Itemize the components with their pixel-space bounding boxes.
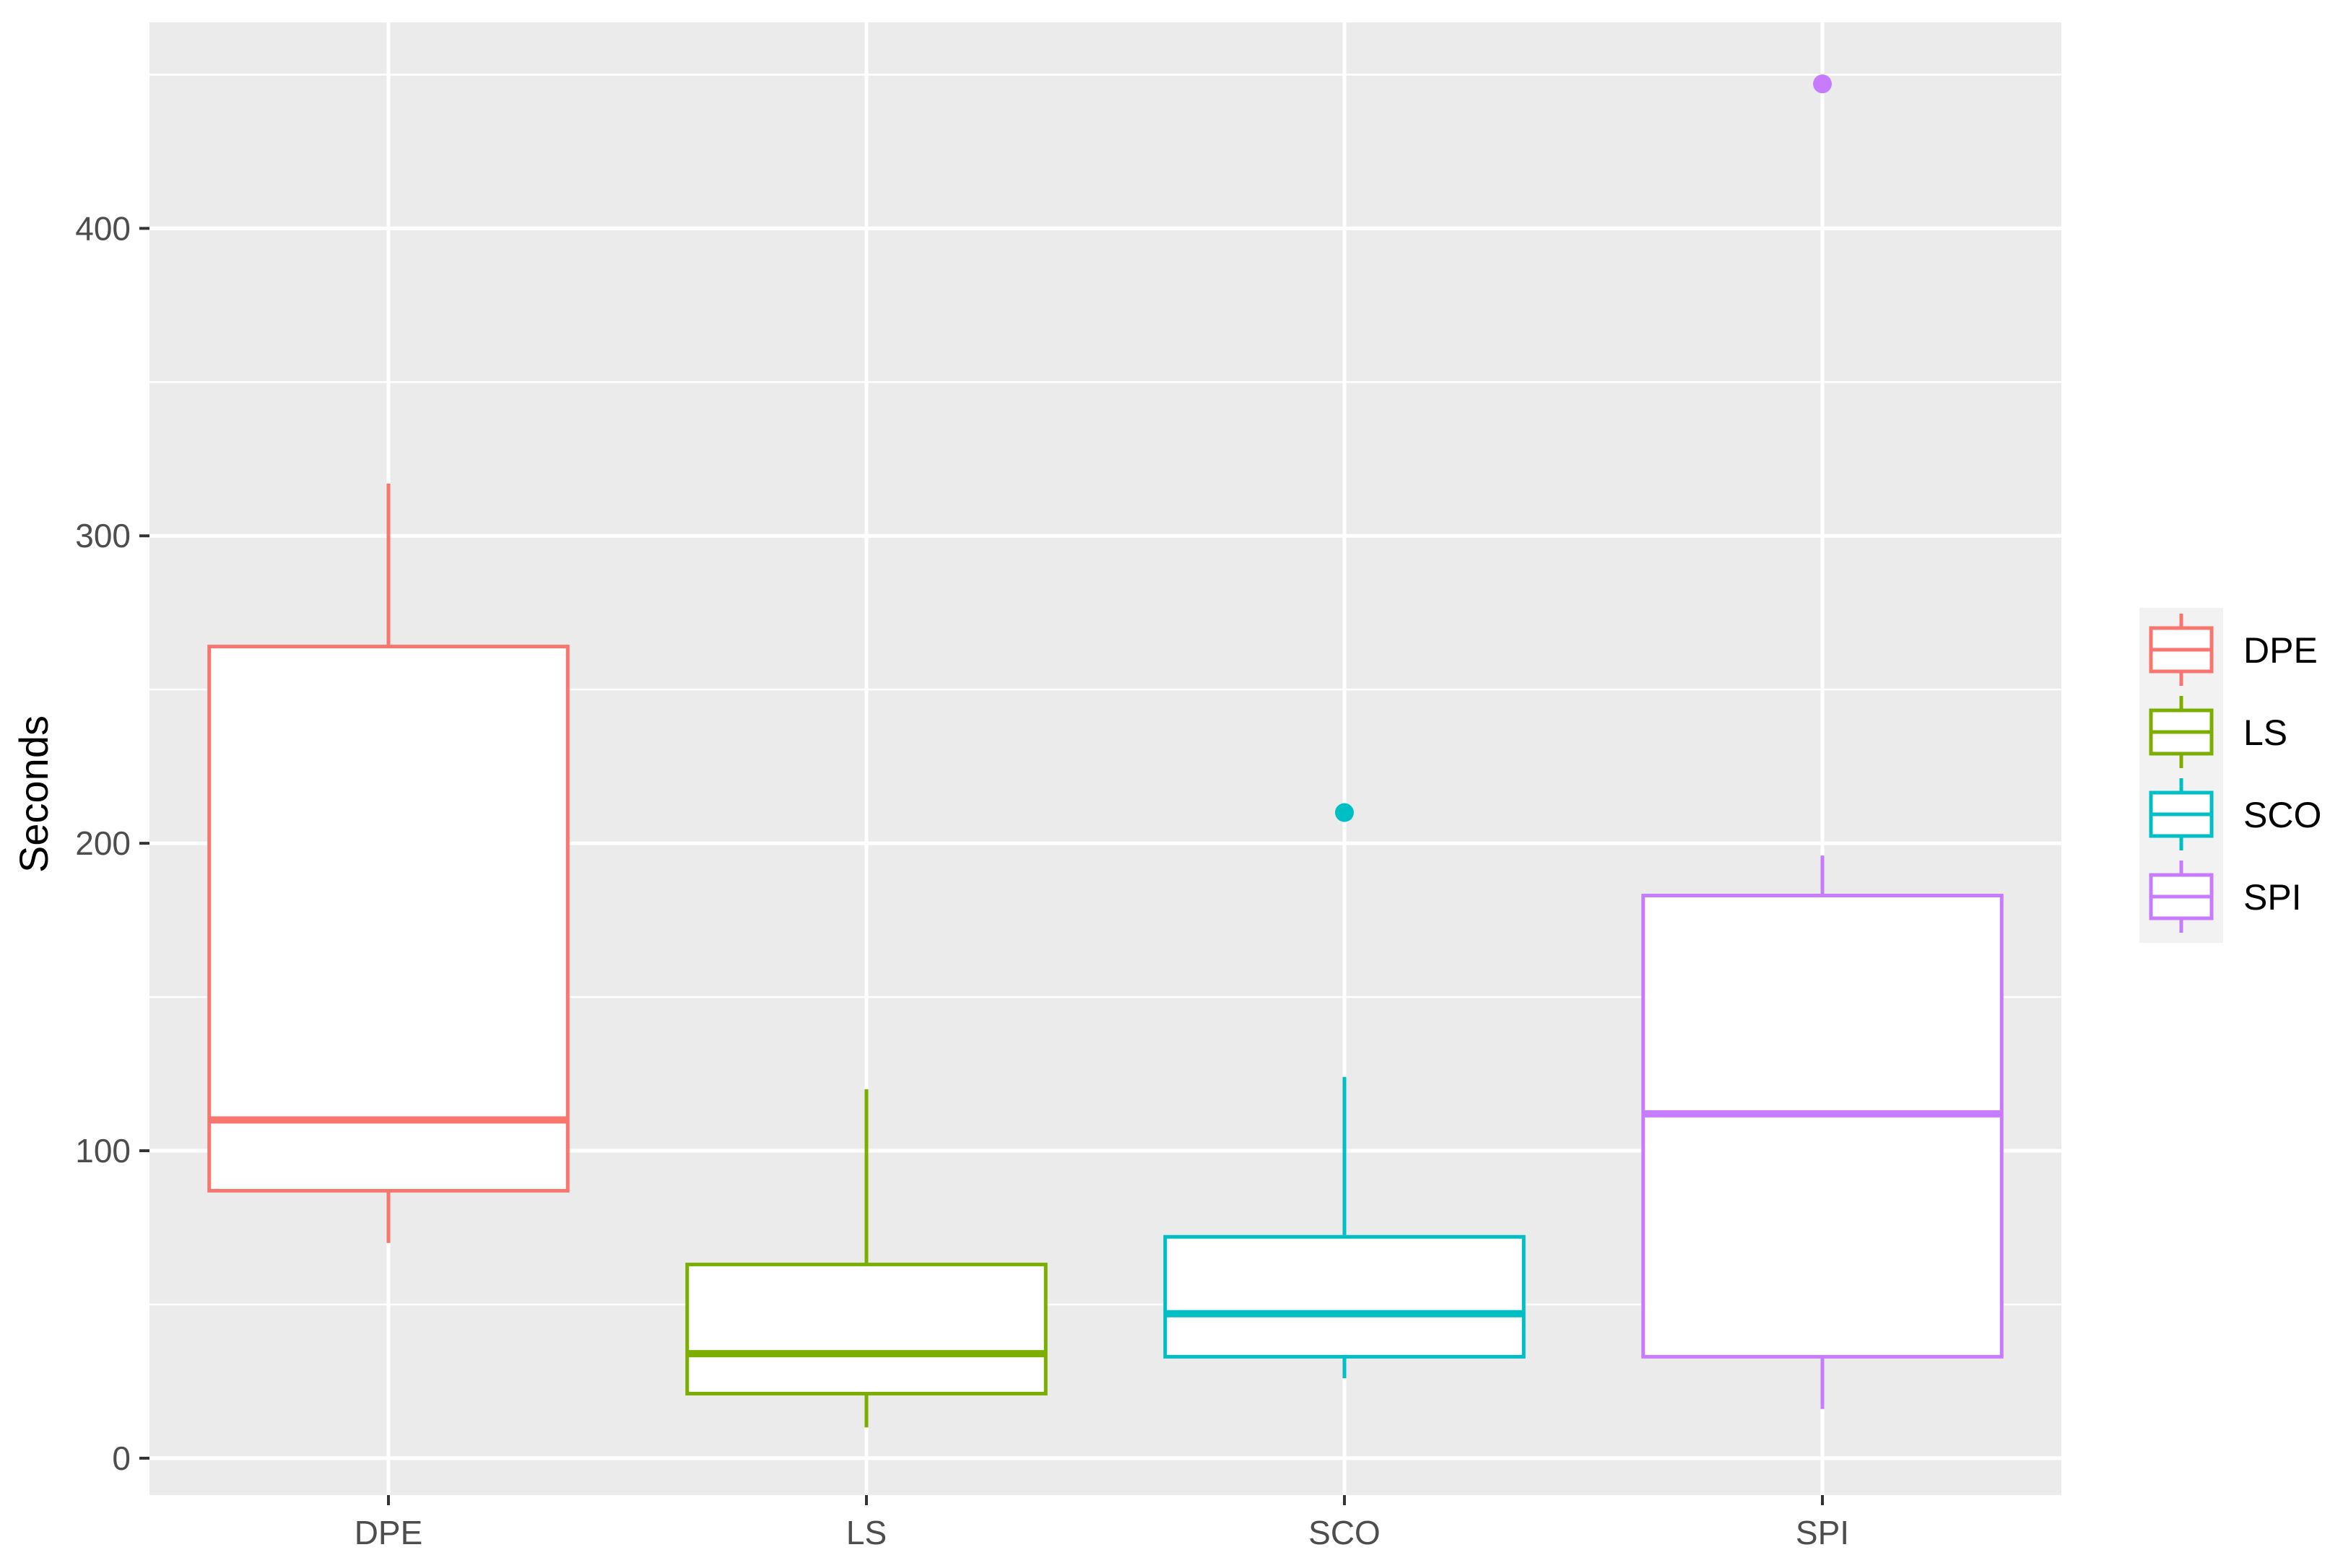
- outlier-point: [1335, 803, 1354, 822]
- legend-label: SPI: [2243, 877, 2302, 918]
- box-series: [207, 74, 2004, 1428]
- box-spi: [1641, 74, 2004, 1409]
- y-tick-label: 0: [112, 1439, 131, 1477]
- x-axis: DPE LS SCO SPI: [355, 1495, 1849, 1551]
- box-dpe: [207, 483, 570, 1243]
- legend-label: SCO: [2243, 795, 2321, 835]
- x-tick-label: DPE: [355, 1514, 423, 1551]
- legend-label: LS: [2243, 713, 2287, 753]
- y-tick-label: 300: [75, 517, 131, 554]
- y-tick-label: 100: [75, 1132, 131, 1170]
- box-ls: [685, 1089, 1048, 1428]
- legend-item-sco: SCO: [2149, 778, 2321, 850]
- legend-label: DPE: [2243, 630, 2318, 671]
- outlier-point: [1813, 74, 1832, 94]
- x-tick-label: SCO: [1308, 1514, 1381, 1551]
- box-body: [1163, 1234, 1526, 1359]
- box-body: [1641, 894, 2004, 1359]
- y-axis: 0 100 200 300 400: [75, 209, 149, 1477]
- x-tick-label: SPI: [1796, 1514, 1849, 1551]
- legend-item-dpe: DPE: [2149, 614, 2318, 686]
- y-tick-label: 200: [75, 824, 131, 862]
- x-tick-label: LS: [846, 1514, 887, 1551]
- box-body: [685, 1263, 1048, 1395]
- legend-item-spi: SPI: [2149, 861, 2302, 933]
- legend-item-ls: LS: [2149, 696, 2287, 768]
- box-body: [207, 645, 570, 1193]
- box-sco: [1163, 803, 1526, 1379]
- y-tick-label: 400: [75, 209, 131, 247]
- legend: DPE LS SCO SPI: [2139, 608, 2321, 943]
- y-axis-title: Seconds: [11, 715, 56, 873]
